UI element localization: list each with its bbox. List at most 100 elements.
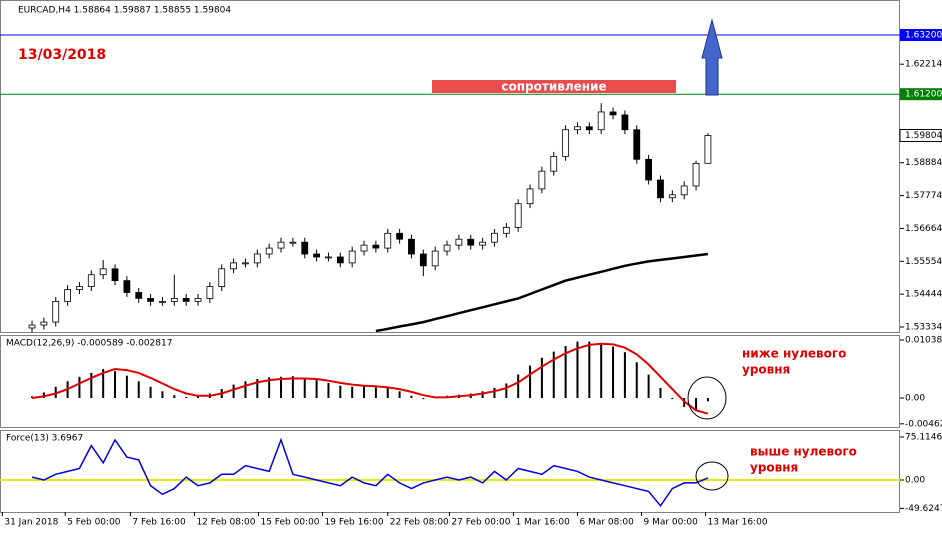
y-tick-label: 1.55554 (905, 257, 942, 267)
macd-bar (185, 396, 188, 399)
macd-bar (149, 386, 152, 399)
candle-body (680, 185, 688, 196)
x-tick-label: 12 Feb 08:00 (196, 518, 255, 528)
y-tick-label: 1.53334 (905, 322, 942, 332)
macd-bar (612, 346, 615, 399)
candle-body (230, 262, 237, 270)
x-tick-label: 31 Jan 2018 (4, 518, 58, 528)
macd-bar (659, 387, 662, 399)
force-note: выше нулевого (750, 445, 857, 459)
candle-body (443, 244, 451, 252)
candle-body (597, 111, 605, 131)
macd-bar (386, 387, 389, 399)
candle-body (99, 268, 107, 276)
macd-title: MACD(12,26,9) -0.000589 -0.002817 (6, 339, 172, 349)
macd-bar (315, 380, 318, 399)
candle-body (479, 241, 487, 246)
macd-bar (647, 374, 650, 399)
candle-body (467, 238, 475, 246)
candle-body (325, 256, 332, 259)
level-label-box (900, 29, 942, 42)
force-title: Force(13) 3.6967 (6, 434, 83, 444)
y-tick-label: 0.00 (905, 394, 925, 404)
date-label: 13/03/2018 (18, 47, 106, 63)
x-tick-label: 13 Mar 16:00 (708, 518, 768, 528)
macd-bar (291, 376, 294, 399)
y-tick-label: -49.6247 (905, 504, 942, 514)
macd-bar (540, 357, 543, 399)
candle-body (431, 250, 439, 267)
macd-bar (398, 391, 401, 399)
circle-marker (695, 461, 729, 491)
resistance-label: сопротивление (501, 80, 606, 94)
candle-body (396, 232, 404, 240)
macd-bar (695, 398, 698, 411)
macd-bar (114, 371, 117, 399)
force-note: уровня (750, 461, 798, 475)
macd-bar (600, 343, 603, 399)
candle-body (645, 158, 653, 181)
candle-body (408, 238, 415, 255)
x-tick-label: 15 Feb 00:00 (260, 518, 319, 528)
macd-bar (481, 391, 484, 399)
candle-body (336, 256, 344, 264)
level-label: 1.63200 (905, 31, 942, 41)
candle-body (289, 241, 297, 244)
candle-body (135, 292, 143, 299)
macd-bar (410, 395, 413, 399)
candle-body (692, 162, 700, 187)
y-tick-label: 1.57774 (905, 191, 942, 201)
macd-bar (363, 386, 366, 399)
y-tick-label: 0.010387 (905, 335, 942, 345)
x-tick-label: 19 Feb 16:00 (325, 518, 384, 528)
force-panel (0, 430, 900, 513)
macd-bar (635, 362, 638, 399)
resistance-box (432, 80, 676, 93)
macd-bar (90, 372, 93, 399)
macd-bar (125, 375, 128, 399)
candle-body (242, 262, 249, 265)
candle-body (491, 232, 498, 243)
macd-bar (161, 391, 164, 399)
macd-bar (564, 346, 567, 399)
macd-bar (78, 376, 81, 399)
macd-bar (493, 387, 496, 399)
macd-bar (268, 377, 271, 399)
line (31, 437, 709, 508)
candle-body (147, 298, 154, 302)
current-price-box (899, 129, 942, 143)
y-tick-label: -0.004622 (905, 419, 942, 429)
line (31, 342, 709, 415)
macd-bar (374, 387, 377, 399)
candle-body (64, 289, 71, 302)
candle-body (514, 203, 522, 228)
candle-body (562, 129, 570, 157)
macd-bar (54, 386, 57, 399)
candle-body (40, 321, 48, 326)
x-tick-label: 9 Mar 00:00 (644, 518, 699, 528)
macd-bar (351, 386, 354, 399)
macd-bar (197, 396, 200, 399)
main-title: EURCAD,H4 1.58864 1.59887 1.58855 1.5980… (18, 6, 231, 16)
macd-note: ниже нулевого (742, 347, 846, 361)
x-tick-label: 7 Feb 16:00 (132, 518, 186, 528)
candle-body (87, 274, 95, 287)
plot-layer: 1.62214 1.58884 1.57774 1.56664 1.55554 1.544… (0, 29, 942, 528)
macd-bar (303, 377, 306, 399)
candle-body (419, 253, 427, 267)
macd-bar (280, 376, 283, 399)
candle-body (111, 268, 119, 282)
main-panel (0, 0, 900, 333)
candle-body (550, 155, 558, 172)
macd-bar (529, 365, 532, 399)
up-arrow (701, 18, 723, 96)
macd-bar (517, 374, 520, 399)
y-tick-label: 1.58884 (905, 158, 942, 168)
candle-body (384, 232, 392, 249)
x-tick-label: 22 Feb 08:00 (390, 518, 449, 528)
macd-bar (256, 379, 259, 399)
macd-bar (42, 392, 45, 399)
macd-bar (552, 351, 555, 399)
candle-body (194, 298, 202, 302)
